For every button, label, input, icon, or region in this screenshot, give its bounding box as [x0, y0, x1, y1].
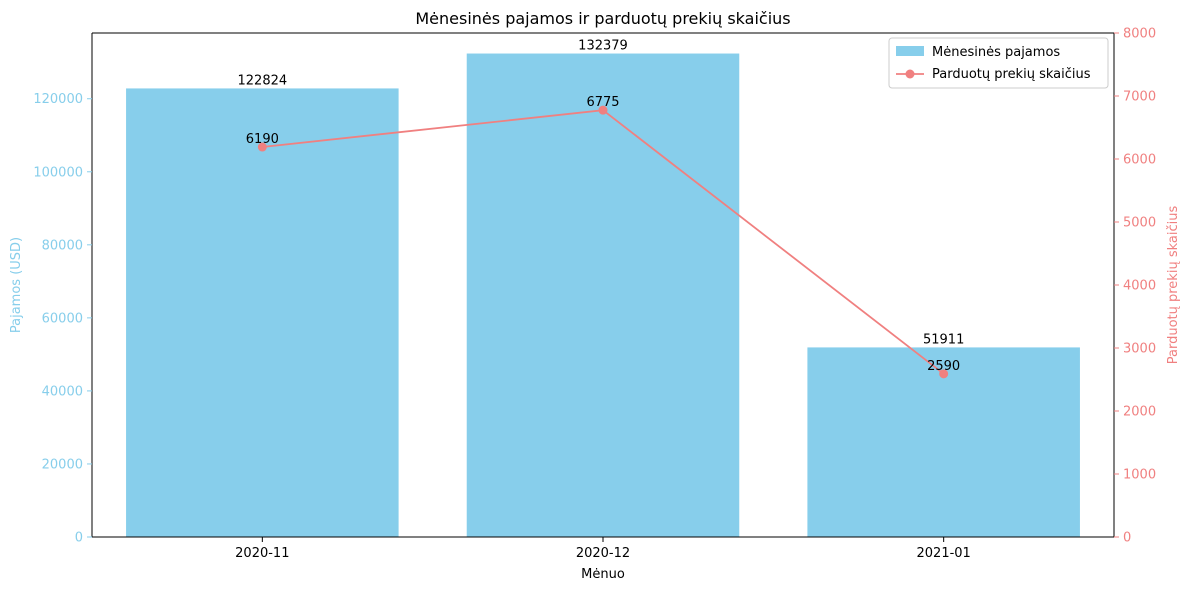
- y-tick-label-left: 120000: [33, 92, 83, 107]
- line-value-label: 6190: [246, 132, 279, 147]
- x-tick-label: 2021-01: [917, 546, 971, 561]
- y-tick-label-right: 3000: [1123, 342, 1156, 357]
- line-value-label: 2590: [927, 359, 960, 374]
- bar-value-label: 51911: [923, 332, 964, 347]
- legend: Mėnesinės pajamos Parduotų prekių skaičiu…: [888, 37, 1109, 89]
- y-tick-label-right: 6000: [1123, 153, 1156, 168]
- bar-2020-12: [466, 53, 740, 537]
- y-tick-label-right: 5000: [1123, 216, 1156, 231]
- y-tick-label-left: 40000: [42, 384, 83, 399]
- x-axis-label: Mėnuo: [581, 567, 625, 582]
- x-tick-label: 2020-11: [235, 546, 289, 561]
- legend-swatch-marker: [905, 69, 915, 79]
- line-point-2020-12: [598, 105, 608, 115]
- right-axis-ticks: 0 1000 2000 3000 4000 5000 6000 7000 8000: [1114, 27, 1156, 546]
- legend-label-bar: Mėnesinės pajamos: [932, 45, 1060, 60]
- bar-labels-layer: 122824 132379 51911: [238, 39, 965, 348]
- y-tick-label-right: 8000: [1123, 27, 1156, 42]
- y-tick-label-right: 7000: [1123, 90, 1156, 105]
- legend-box: [888, 37, 1109, 89]
- bars-layer: [126, 53, 1080, 538]
- line-layer: [257, 105, 949, 379]
- bar-2021-01: [807, 347, 1080, 537]
- y-tick-label-left: 0: [75, 531, 83, 546]
- y-tick-label-left: 80000: [42, 238, 83, 253]
- y-tick-label-right: 2000: [1123, 405, 1156, 420]
- bar-value-label: 122824: [238, 73, 288, 88]
- y-tick-label-left: 100000: [33, 165, 83, 180]
- y-tick-label-right: 1000: [1123, 468, 1156, 483]
- bar-value-label: 132379: [578, 39, 628, 54]
- legend-swatch-bar: [896, 46, 924, 56]
- legend-label-line: Parduotų prekių skaičius: [932, 67, 1091, 82]
- y-axis-label-right: Parduotų prekių skaičius: [1166, 206, 1181, 365]
- line-point-2021-01: [939, 369, 949, 379]
- chart-title: Mėnesinės pajamos ir parduotų prekių ska…: [415, 9, 790, 28]
- line-point-2020-11: [257, 142, 267, 152]
- left-axis-ticks: 0 20000 40000 60000 80000 100000 120000: [33, 92, 92, 546]
- y-tick-label-right: 0: [1123, 531, 1131, 546]
- y-tick-label-left: 20000: [42, 457, 83, 472]
- y-tick-label-right: 4000: [1123, 279, 1156, 294]
- x-axis-ticks: 2020-11 2020-12 2021-01: [235, 537, 971, 561]
- y-axis-label-left: Pajamos (USD): [9, 237, 24, 333]
- bar-2020-11: [126, 88, 399, 538]
- line-value-label: 6775: [586, 95, 619, 110]
- x-tick-label: 2020-12: [576, 546, 630, 561]
- y-tick-label-left: 60000: [42, 311, 83, 326]
- line-labels-layer: 6190 6775 2590: [246, 95, 960, 374]
